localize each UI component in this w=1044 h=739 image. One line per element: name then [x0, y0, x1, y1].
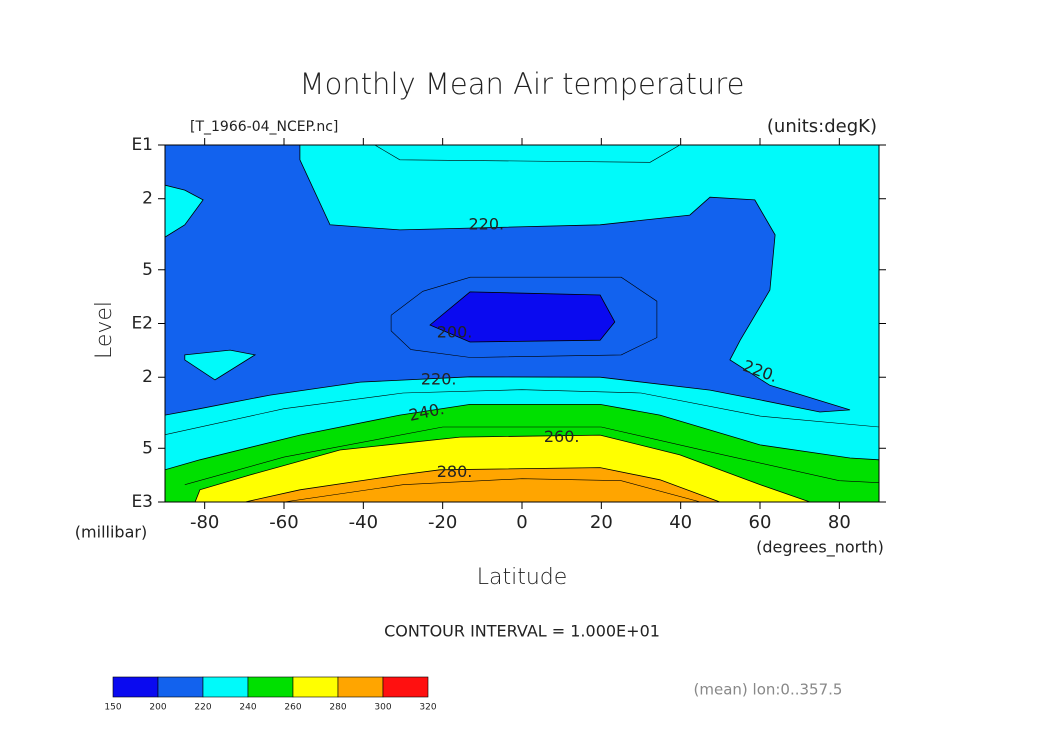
y-unit: (millibar): [75, 523, 147, 542]
x-unit: (degrees_north): [756, 538, 884, 558]
note: (mean) lon:0..357.5: [694, 681, 843, 699]
contour-label: 260.: [544, 427, 580, 446]
contour-label: 200.: [437, 322, 473, 341]
contour-line: [184, 426, 879, 485]
y-tick-label: 2: [142, 189, 153, 209]
y-axis-label: Level: [92, 301, 117, 359]
contour-line: [283, 478, 701, 502]
colorbar-box: [247, 676, 294, 698]
y-tick-label: 5: [142, 260, 153, 280]
chart-title: Monthly Mean Air temperature: [300, 67, 745, 101]
colorbar-label: 240: [239, 703, 256, 713]
x-tick-label: 20: [590, 512, 613, 533]
colorbar-label: 260: [284, 703, 301, 713]
y-tick-label: E3: [131, 492, 153, 512]
contour-region: [429, 291, 616, 343]
x-tick-label: -80: [190, 512, 219, 533]
contour-label: 280.: [437, 462, 473, 481]
contour-region: [245, 467, 721, 502]
contour-region: [165, 145, 851, 416]
x-axis-label: Latitude: [477, 565, 568, 590]
colorbar-label: 150: [104, 703, 121, 713]
x-tick-label: -60: [269, 512, 298, 533]
footer: CONTOUR INTERVAL = 1.000E+01: [384, 622, 660, 641]
subtitle: [T_1966-04_NCEP.nc]: [190, 119, 338, 135]
y-tick-label: E2: [131, 314, 153, 334]
colorbar-box: [112, 676, 159, 698]
colorbar-box: [202, 676, 249, 698]
contour-region: [184, 349, 257, 381]
colorbar-label: 320: [419, 703, 436, 713]
contour-region: [165, 184, 204, 238]
contour-line: [390, 276, 658, 358]
colorbar-box: [157, 676, 204, 698]
contour-label: 220.: [468, 214, 504, 233]
x-tick-label: 0: [516, 512, 527, 533]
colorbar-label: 220: [194, 703, 211, 713]
units: (units:degK): [767, 116, 877, 137]
colorbar-label: 300: [374, 703, 391, 713]
x-tick-label: 60: [749, 512, 772, 533]
x-tick-label: -20: [428, 512, 457, 533]
colorbar-label: 200: [149, 703, 166, 713]
x-tick-label: 80: [828, 512, 851, 533]
y-tick-label: E1: [131, 135, 153, 155]
plot-area: 220.200.220. 220.240.260.280.: [165, 145, 879, 502]
colorbar-box: [382, 676, 429, 698]
x-tick-label: -40: [349, 512, 378, 533]
y-tick-label: 2: [142, 367, 153, 387]
colorbar-box: [337, 676, 384, 698]
y-tick-label: 5: [142, 438, 153, 458]
contour-label: 220.: [421, 369, 457, 388]
contour-line: [165, 389, 879, 435]
colorbar-label: 280: [329, 703, 346, 713]
colorbar-box: [292, 676, 339, 698]
x-tick-label: 40: [669, 512, 692, 533]
contour-line: [374, 145, 681, 163]
